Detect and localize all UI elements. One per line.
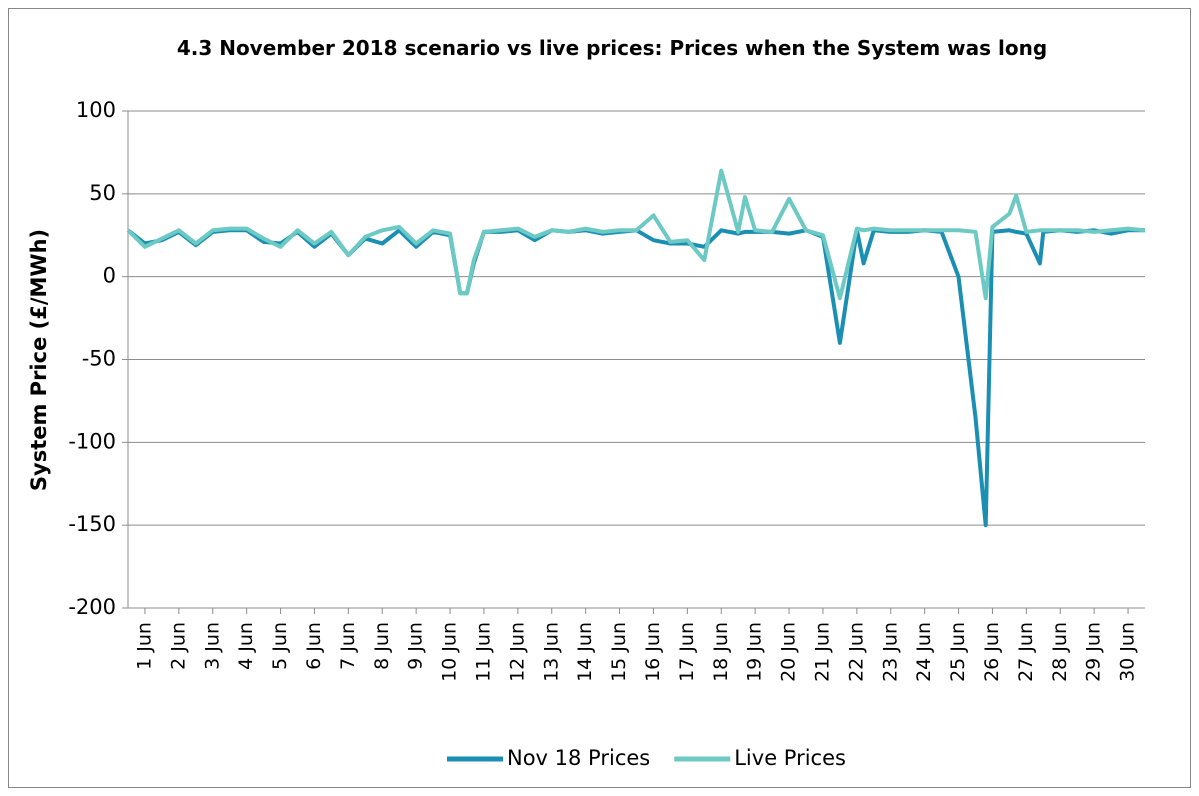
x-tick-label: 22 Jun — [845, 622, 867, 682]
x-tick-label: 25 Jun — [947, 622, 969, 682]
x-tick-label: 3 Jun — [201, 622, 223, 670]
x-tick-label: 19 Jun — [744, 622, 766, 682]
x-tick-label: 16 Jun — [642, 622, 664, 682]
y-tick-label: 0 — [103, 264, 116, 288]
x-tick-label: 13 Jun — [540, 622, 562, 682]
y-axis-label: System Price (£/MWh) — [27, 229, 51, 491]
x-tick-label: 5 Jun — [269, 622, 291, 670]
x-tick-label: 4 Jun — [235, 622, 257, 670]
chart-border — [8, 8, 1191, 788]
x-tick-label: 10 Jun — [439, 622, 461, 682]
x-tick-label: 7 Jun — [337, 622, 359, 670]
x-tick-label: 12 Jun — [506, 622, 528, 682]
x-tick-label: 11 Jun — [472, 622, 494, 682]
x-tick-label: 20 Jun — [778, 622, 800, 682]
x-tick-label: 24 Jun — [913, 622, 935, 682]
series-line — [126, 168, 1146, 301]
y-tick-label: -150 — [68, 512, 116, 536]
x-tick-label: 14 Jun — [574, 622, 596, 682]
x-tick-label: 6 Jun — [303, 622, 325, 670]
x-tick-label: 26 Jun — [981, 622, 1003, 682]
x-tick-label: 15 Jun — [608, 622, 630, 682]
x-tick-label: 8 Jun — [371, 622, 393, 670]
x-tick-label: 23 Jun — [879, 622, 901, 682]
x-tick-label: 17 Jun — [676, 622, 698, 682]
x-tick-label: 21 Jun — [811, 622, 833, 682]
x-tick-label: 28 Jun — [1049, 622, 1071, 682]
y-tick-label: -50 — [82, 347, 116, 371]
y-tick-label: 100 — [76, 98, 116, 122]
x-tick-label: 9 Jun — [405, 622, 427, 670]
x-tick-label: 18 Jun — [710, 622, 732, 682]
legend-label: Live Prices — [734, 746, 846, 770]
y-tick-label: 50 — [89, 181, 116, 205]
x-tick-label: 27 Jun — [1015, 622, 1037, 682]
x-tick-label: 30 Jun — [1117, 622, 1139, 682]
x-tick-label: 2 Jun — [167, 622, 189, 670]
legend-label: Nov 18 Prices — [507, 746, 650, 770]
chart-title: 4.3 November 2018 scenario vs live price… — [176, 36, 1048, 60]
x-tick-label: 1 Jun — [133, 622, 155, 670]
y-tick-label: -200 — [68, 595, 116, 619]
x-tick-label: 29 Jun — [1083, 622, 1105, 682]
y-tick-label: -100 — [68, 429, 116, 453]
series-line — [126, 228, 1145, 528]
